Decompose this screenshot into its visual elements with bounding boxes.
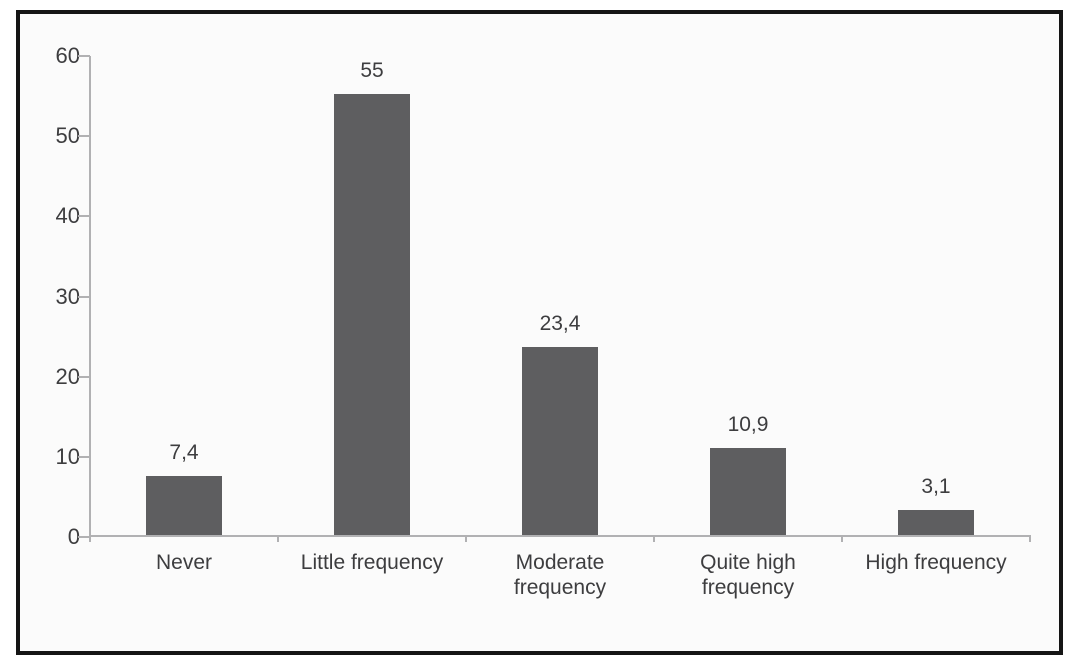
value-label-high-frequency: 3,1 — [921, 475, 951, 498]
y-tick-mark — [78, 375, 90, 378]
x-category-tick — [653, 535, 655, 542]
y-tick-label: 30 — [55, 283, 80, 309]
value-label-little-frequency: 55 — [360, 59, 384, 82]
value-label-moderate-frequency: 23,4 — [539, 312, 581, 335]
bar-never — [146, 476, 222, 535]
y-tick-mark — [78, 295, 90, 298]
x-category-tick — [1029, 535, 1031, 542]
y-tick-mark — [78, 215, 90, 218]
y-tick-mark — [78, 55, 90, 57]
bar-moderate-frequency — [522, 347, 598, 535]
y-tick-mark — [78, 455, 90, 458]
y-tick-mark — [78, 135, 90, 138]
value-label-never: 7,4 — [169, 441, 199, 464]
x-category-tick — [465, 535, 467, 542]
category-label-moderate-frequency: Moderate frequency — [513, 551, 607, 599]
category-label-little-frequency: Little frequency — [300, 551, 444, 574]
x-category-tick — [277, 535, 279, 542]
y-tick-mark — [78, 536, 90, 538]
category-label-high-frequency: High frequency — [865, 551, 1007, 574]
bar-quite-high-frequency — [710, 448, 786, 535]
category-label-quite-high-frequency: Quite high frequency — [700, 551, 796, 599]
y-tick-label: 40 — [55, 203, 80, 229]
value-label-quite-high-frequency: 10,9 — [727, 413, 769, 436]
y-tick-label: 10 — [55, 443, 80, 469]
category-label-never: Never — [155, 551, 213, 574]
bar-little-frequency — [334, 94, 410, 535]
y-tick-label: 0 — [67, 524, 80, 549]
x-category-tick — [841, 535, 843, 542]
bar-high-frequency — [898, 510, 974, 535]
y-tick-label: 50 — [55, 123, 80, 149]
x-category-tick — [89, 535, 91, 542]
chart-frame: 0 10 20 30 40 50 60 7,4 Never 55 Little frequency 2… — [16, 10, 1063, 655]
x-axis-line — [89, 535, 1031, 537]
y-tick-label: 60 — [55, 43, 80, 68]
y-axis-line — [89, 56, 91, 537]
y-tick-label: 20 — [55, 363, 80, 389]
